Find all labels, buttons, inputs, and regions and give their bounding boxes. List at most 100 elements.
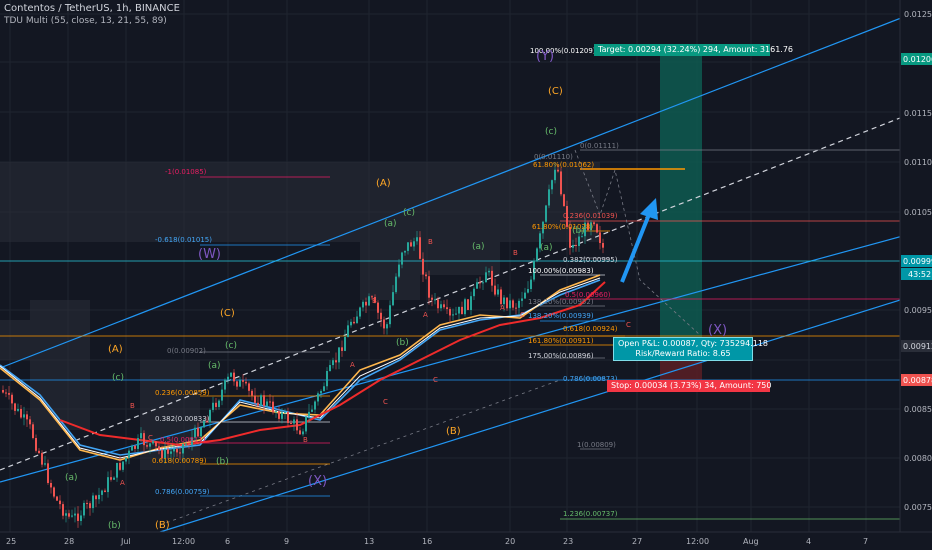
time-axis[interactable]	[0, 532, 932, 550]
candle-body	[170, 451, 172, 454]
candle-body	[350, 321, 352, 326]
fib-label: 1(0.00809)	[577, 441, 616, 449]
wave-label: (c)	[225, 341, 237, 351]
candle-body	[377, 302, 379, 313]
candle-body	[212, 402, 214, 410]
candle-body	[329, 365, 331, 372]
candle-body	[431, 297, 433, 300]
indicator-legend[interactable]: TDU Multi (55, close, 13, 21, 55, 89)	[4, 16, 167, 26]
entry-price-badge-text: 0.00912	[903, 342, 932, 351]
candle-body	[476, 282, 478, 289]
candle-body	[254, 395, 256, 403]
candle-body	[455, 313, 457, 315]
candle-body	[572, 244, 574, 248]
time-tick: 13	[364, 537, 374, 546]
candle-body	[152, 441, 154, 444]
candle-body	[467, 299, 469, 310]
time-tick: 6	[225, 537, 230, 546]
risk-reward-text: Risk/Reward Ratio: 8.65	[635, 349, 731, 358]
wave-label: A	[350, 361, 355, 369]
fib-label: 175.00%(0.00896)	[528, 352, 594, 360]
fib-label: 0.618(0.00789)	[152, 457, 207, 465]
candle-body	[89, 503, 91, 509]
candle-body	[5, 392, 7, 394]
symbol-title[interactable]: Contentos / TetherUS, 1h, BINANCE	[4, 3, 180, 14]
wave-label: (A)	[376, 178, 391, 189]
fib-label: -0.618(0.01015)	[155, 236, 212, 244]
candle-body	[314, 401, 316, 410]
target-price-badge-text: 0.01206	[903, 55, 932, 64]
candle-body	[140, 433, 142, 439]
open-pnl-box[interactable]: Open P&L: 0.00087, Qty: 735294.118 Risk/…	[613, 337, 769, 361]
candle-body	[353, 321, 355, 324]
candle-body	[128, 450, 130, 458]
wave-label: (B)	[446, 426, 461, 437]
stop-price-badge	[901, 374, 932, 386]
candle-body	[344, 336, 346, 351]
candle-body	[446, 307, 448, 310]
candle-body	[437, 299, 439, 309]
candle-body	[368, 296, 370, 306]
stop-box[interactable]: Stop: 0.00034 (3.73%) 34, Amount: 750	[607, 380, 771, 392]
candle-body	[2, 390, 4, 393]
candle-body	[158, 446, 160, 450]
time-tick: 20	[505, 537, 515, 546]
wave-label: (C)	[220, 308, 235, 319]
candle-body	[545, 205, 547, 222]
target-box[interactable]: Target: 0.00294 (32.24%) 294, Amount: 31…	[594, 44, 793, 56]
candle-body	[74, 513, 76, 516]
time-tick: 25	[6, 537, 16, 546]
candle-body	[485, 272, 487, 283]
wave-label: B	[513, 249, 518, 257]
countdown-text: 43:52	[908, 270, 931, 279]
candle-body	[173, 449, 175, 452]
fib-label: 0.786(0.00759)	[155, 488, 210, 496]
candle-body	[443, 304, 445, 308]
candle-body	[293, 419, 295, 424]
candle-body	[284, 411, 286, 413]
time-tick: 16	[422, 537, 432, 546]
time-tick: 9	[284, 537, 289, 546]
open-pnl-text: Open P&L: 0.00087, Qty: 735294.118	[618, 339, 769, 348]
candle-body	[77, 513, 79, 521]
wave-label: (a)	[384, 219, 397, 229]
candle-body	[200, 427, 202, 437]
candle-body	[53, 487, 55, 497]
candle-body	[395, 276, 397, 293]
candle-body	[320, 390, 322, 394]
candle-body	[272, 401, 274, 413]
candle-body	[278, 411, 280, 419]
candle-body	[296, 419, 298, 431]
candle-body	[503, 297, 505, 305]
candle-body	[35, 438, 37, 451]
candle-body	[479, 282, 481, 284]
candle-body	[23, 414, 25, 418]
candle-body	[137, 438, 139, 449]
time-tick: 4	[806, 537, 811, 546]
candle-body	[578, 236, 580, 247]
wave-label: (W)	[198, 247, 221, 262]
wave-label: B	[130, 402, 135, 410]
wave-label: (a)	[208, 361, 221, 371]
candle-body	[569, 226, 571, 248]
candle-body	[80, 515, 82, 521]
candle-body	[500, 289, 502, 305]
wave-labels-orange: (A) (C) (A) (B) (C) (B)	[108, 86, 563, 531]
fib-label: 0.236(0.01039)	[563, 212, 618, 220]
candle-body	[470, 296, 472, 310]
candle-body	[530, 279, 532, 290]
candle-body	[149, 443, 151, 447]
candle-body	[518, 300, 520, 308]
candle-body	[164, 449, 166, 459]
candle-body	[599, 232, 601, 243]
candle-body	[365, 301, 367, 306]
candle-body	[131, 445, 133, 451]
candle-body	[188, 443, 190, 445]
candle-body	[266, 401, 268, 406]
candle-body	[425, 274, 427, 277]
